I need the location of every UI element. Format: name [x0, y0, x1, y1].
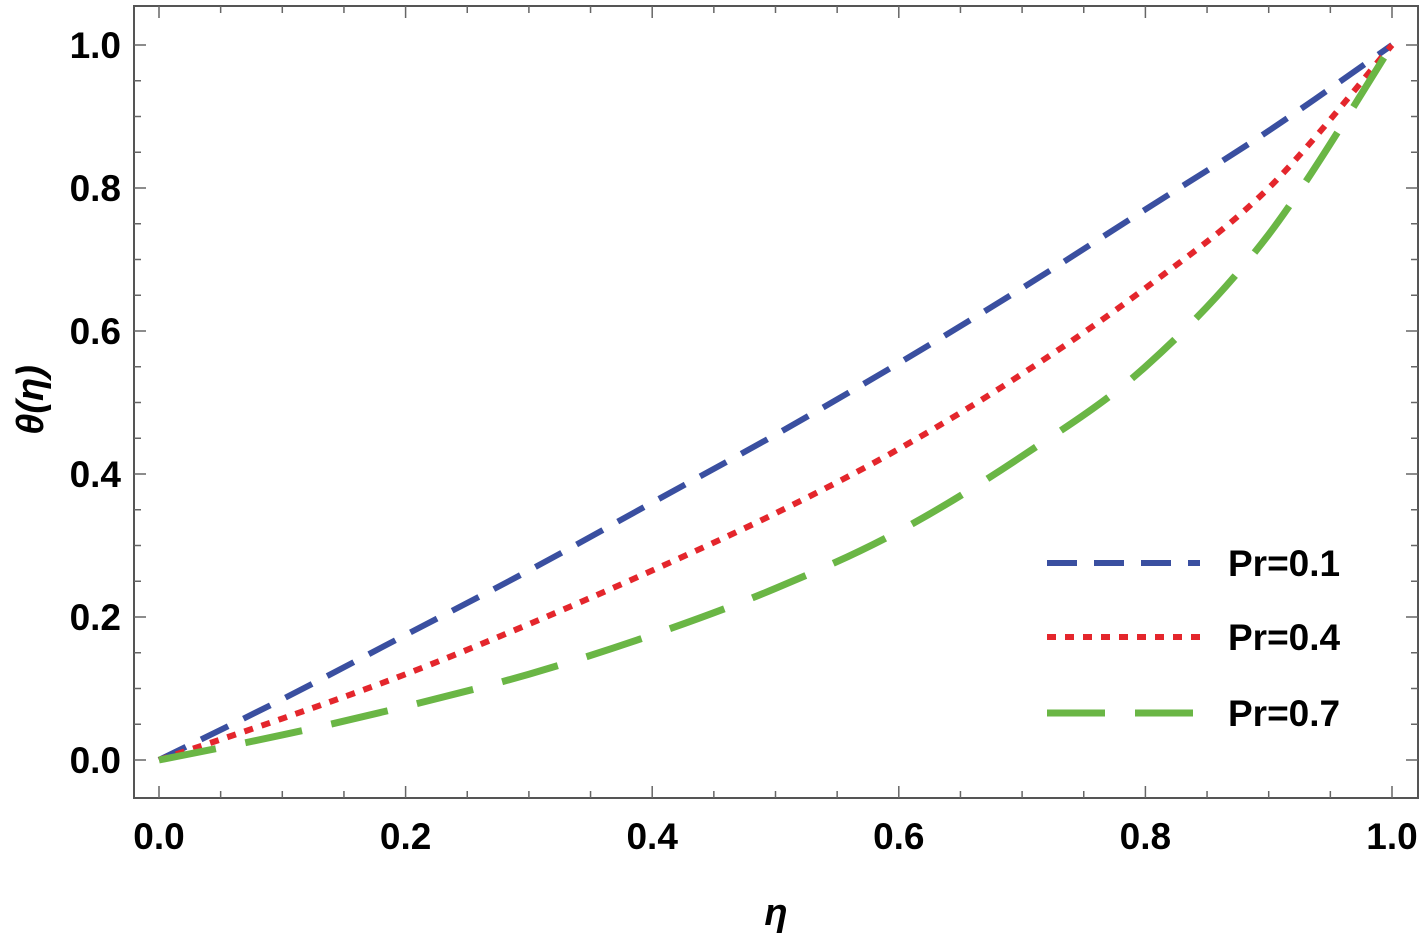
y-tick-label: 0.8 — [70, 168, 121, 209]
y-tick-label: 0.6 — [70, 311, 121, 352]
x-tick-label: 0.4 — [626, 816, 678, 857]
legend-label-3: Pr=0.7 — [1228, 693, 1340, 734]
y-tick-label: 0.2 — [70, 597, 121, 638]
x-tick-label: 1.0 — [1366, 816, 1417, 857]
x-tick-label: 0.0 — [133, 816, 184, 857]
y-tick-label: 1.0 — [70, 25, 121, 66]
ticks-layer: 0.0 0.2 0.4 0.6 0.8 1.0 0.0 0.2 0.4 0.6 0.8 1.0 — [70, 6, 1418, 857]
series-line-3 — [158, 43, 1395, 764]
y-axis-label: θ(η) — [10, 365, 52, 435]
x-tick-label: 0.6 — [873, 816, 924, 857]
legend: Pr=0.1 Pr=0.4 Pr=0.7 — [1047, 543, 1341, 734]
x-axis-label: η — [764, 892, 787, 934]
series-layer — [157, 42, 1395, 764]
x-tick-label: 0.8 — [1120, 816, 1171, 857]
legend-label-2: Pr=0.4 — [1228, 617, 1341, 658]
series-line-1 — [157, 42, 1394, 763]
plot-frame — [133, 5, 1419, 799]
y-tick-label: 0.4 — [70, 454, 122, 495]
legend-label-1: Pr=0.1 — [1228, 543, 1340, 584]
x-tick-label: 0.2 — [380, 816, 431, 857]
series-line-2 — [158, 43, 1395, 763]
y-tick-label: 0.0 — [70, 740, 121, 781]
